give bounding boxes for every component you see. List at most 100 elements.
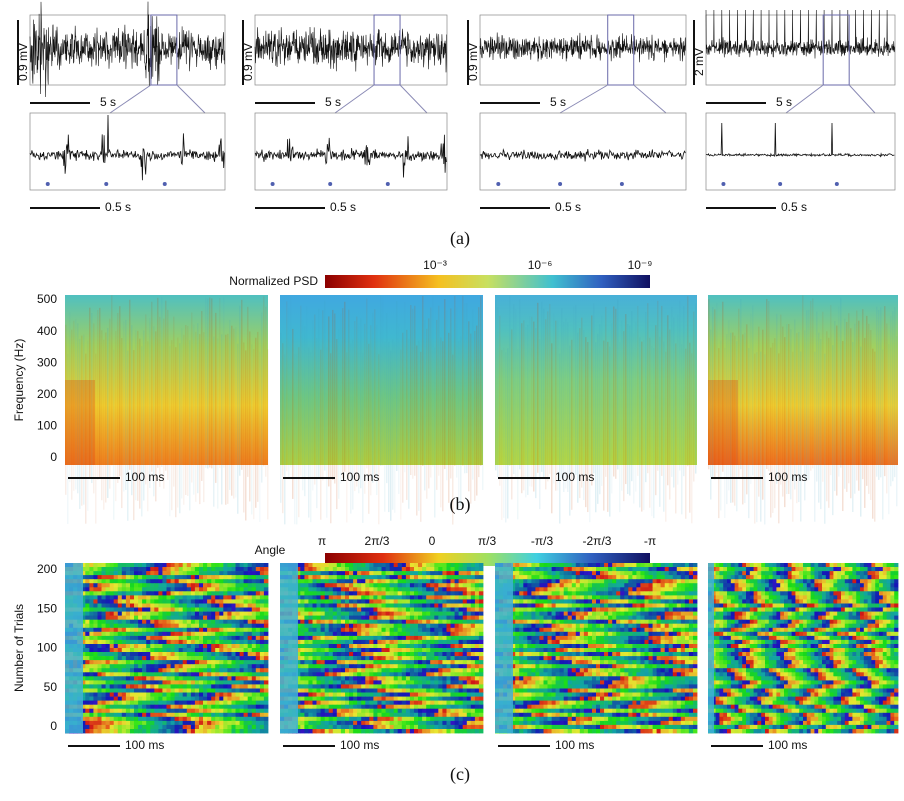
spectrogram-stripe — [253, 349, 255, 519]
phase-cell — [93, 595, 98, 599]
phase-cell — [426, 575, 431, 579]
phase-cell — [256, 587, 260, 591]
phase-cell — [345, 563, 350, 567]
phase-cell — [110, 684, 115, 688]
phase-cell — [386, 604, 391, 608]
spectrogram-stripe — [324, 301, 326, 471]
phase-cell — [98, 612, 103, 616]
phase-cell — [382, 697, 387, 701]
phase-cell — [175, 608, 180, 612]
phase-cell — [110, 575, 115, 579]
phase-cell — [329, 725, 334, 729]
phase-cell — [93, 717, 98, 721]
phase-cell — [333, 640, 338, 644]
phase-cell — [154, 729, 159, 733]
phase-cell — [183, 616, 188, 620]
phase-cell — [98, 709, 103, 713]
phase-cell — [102, 648, 107, 652]
phase-cell — [240, 668, 245, 672]
phase-cell — [187, 563, 192, 567]
phase-cell — [260, 563, 265, 567]
phase-cell — [207, 583, 212, 587]
phase-cell — [154, 632, 159, 636]
phase-cell — [333, 608, 338, 612]
phase-cell — [414, 713, 419, 717]
phase-cell — [442, 624, 447, 628]
phase-cell — [373, 628, 378, 632]
phase-cell — [357, 636, 362, 640]
scale-label: 100 ms — [340, 738, 379, 752]
phase-cell — [211, 608, 216, 612]
phase-cell — [211, 644, 216, 648]
phase-cell — [195, 636, 200, 640]
spectrogram-stripe — [892, 311, 894, 481]
phase-cell — [442, 668, 447, 672]
spectrogram-stripe — [896, 336, 898, 506]
phase-cell — [325, 632, 330, 636]
phase-cell — [93, 697, 98, 701]
phase-cell — [85, 628, 90, 632]
phase-cell — [98, 717, 103, 721]
phase-cell — [219, 571, 224, 575]
phase-cell — [211, 599, 216, 603]
phase-cell — [167, 563, 172, 567]
phase-cell — [467, 612, 472, 616]
phase-cell — [653, 567, 657, 571]
phase-cell — [171, 660, 176, 664]
phase-cell — [612, 567, 616, 571]
phase-cell — [264, 567, 269, 571]
phase-cell — [142, 604, 147, 608]
phase-cell — [215, 636, 220, 640]
phase-cell — [369, 713, 374, 717]
phase-cell — [93, 644, 98, 648]
phase-cell — [422, 684, 427, 688]
phase-cell — [463, 624, 468, 628]
phase-cell — [337, 721, 342, 725]
spectrogram-stripe — [259, 352, 261, 522]
phase-cell — [467, 705, 472, 709]
phase-cell — [150, 680, 155, 684]
phase-cell — [114, 636, 119, 640]
phase-cell — [353, 684, 358, 688]
spectrogram-stripe — [470, 334, 472, 504]
phase-cell — [463, 709, 468, 713]
phase-cell — [211, 729, 216, 733]
phase-cell — [317, 567, 322, 571]
phase-cell — [304, 640, 309, 644]
phase-cell — [236, 705, 241, 709]
phase-cell — [337, 604, 342, 608]
phase-cell — [195, 616, 200, 620]
phase-cell — [142, 697, 147, 701]
phase-cell — [349, 640, 354, 644]
phase-cell — [377, 660, 382, 664]
phase-cell — [175, 705, 180, 709]
phase-cell — [410, 595, 415, 599]
phase-cell — [183, 620, 188, 624]
phase-cell — [154, 579, 159, 583]
phase-cell — [138, 628, 143, 632]
phase-cell — [398, 717, 403, 721]
phase-cell — [612, 575, 616, 579]
phase-cell — [451, 697, 456, 701]
phase-cell — [455, 697, 460, 701]
phase-cell — [138, 684, 143, 688]
phase-cell — [317, 624, 322, 628]
phase-cell — [232, 652, 237, 656]
phase-cell — [657, 567, 661, 571]
phase-cell — [248, 672, 253, 676]
phase-cell — [373, 563, 378, 567]
phase-cell — [341, 680, 346, 684]
phase-cell — [406, 672, 411, 676]
phase-cell — [406, 684, 411, 688]
phase-cell — [475, 636, 480, 640]
phase-cell — [568, 579, 572, 583]
phase-cell — [353, 693, 358, 697]
phase-cell — [130, 693, 135, 697]
phase-cell — [134, 697, 139, 701]
phase-cell — [122, 676, 127, 680]
phase-cell — [321, 713, 326, 717]
phase-cell — [85, 652, 90, 656]
phase-cell — [329, 693, 334, 697]
phase-cell — [211, 579, 216, 583]
phase-cell — [223, 595, 228, 599]
